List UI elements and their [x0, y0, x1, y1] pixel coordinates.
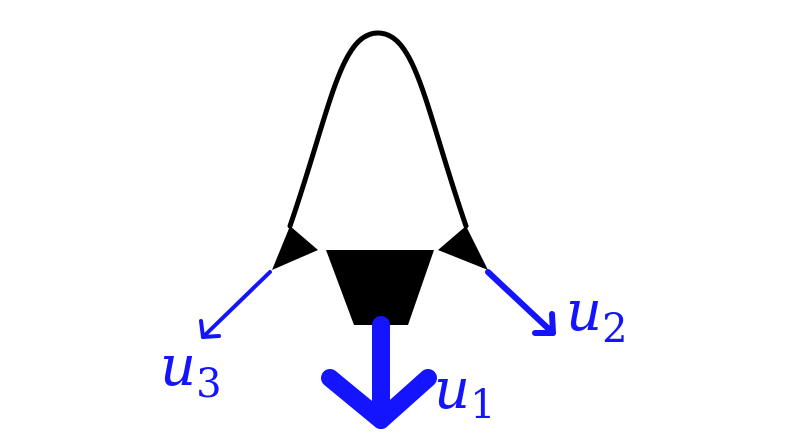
left-vertex	[272, 226, 318, 270]
label-u3: u3	[160, 334, 222, 407]
loop-curve	[287, 30, 469, 229]
right-vertex	[438, 226, 488, 270]
label-u2: u2	[566, 279, 628, 352]
arrow-u2	[485, 269, 556, 336]
label-u1: u1	[434, 357, 496, 428]
arrow-u3	[199, 270, 272, 339]
arrow-u1	[321, 316, 437, 429]
center-vertex	[326, 250, 434, 325]
